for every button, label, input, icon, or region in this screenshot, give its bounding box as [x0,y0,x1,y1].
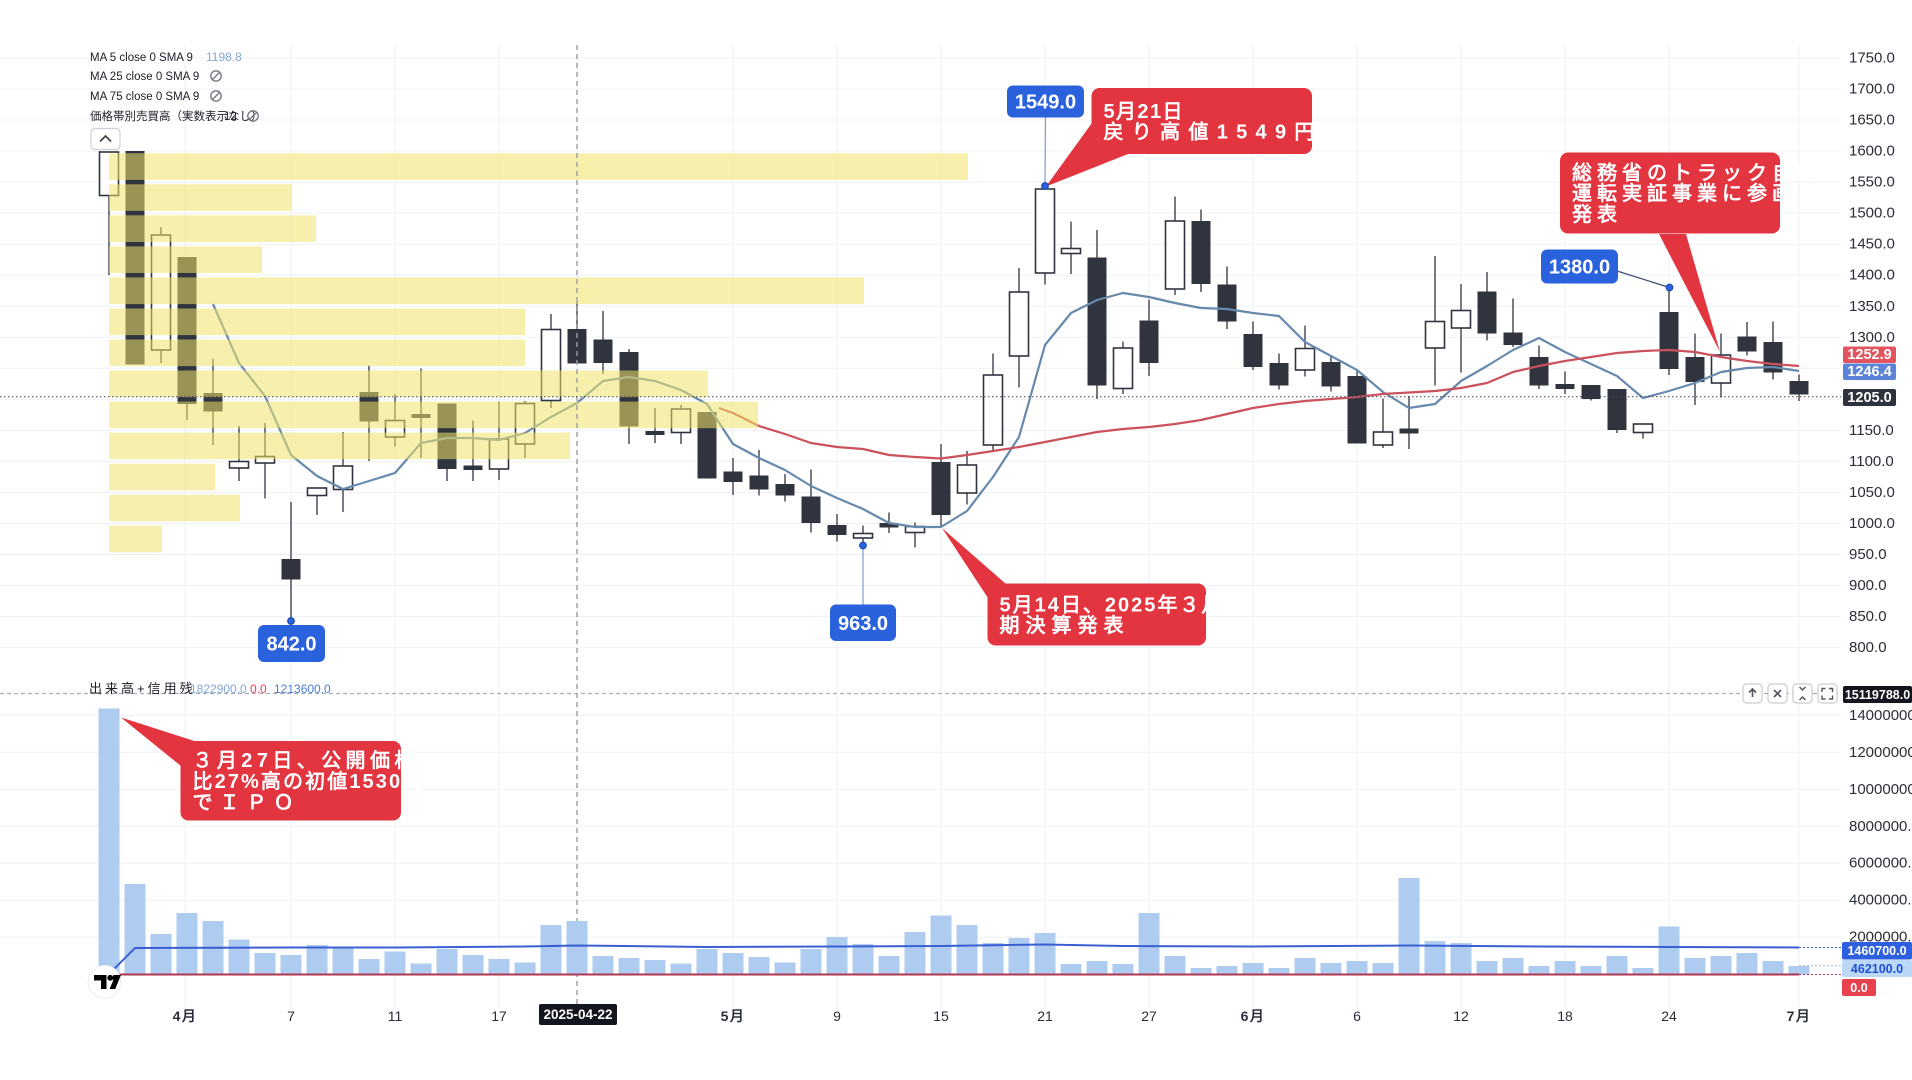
svg-text:でＩＰＯ: でＩＰＯ [193,792,301,814]
svg-text:11: 11 [388,1008,403,1024]
svg-text:800.0: 800.0 [1849,639,1887,656]
svg-text:1549.0: 1549.0 [1015,92,1076,114]
svg-text:MA 75 close 0 SMA 9: MA 75 close 0 SMA 9 [90,91,199,103]
svg-text:15: 15 [933,1008,949,1024]
svg-text:17: 17 [491,1008,507,1024]
svg-text:27: 27 [1141,1008,1157,1024]
svg-text:３月27日、公開価格: ３月27日、公開価格 [193,748,419,772]
svg-text:6: 6 [1353,1008,1361,1024]
svg-text:価格帯別売買高（実数表示なし）: 価格帯別売買高（実数表示なし） [90,109,263,123]
svg-text:1205.0: 1205.0 [1847,390,1891,406]
svg-text:8000000.0: 8000000.0 [1849,818,1912,835]
svg-text:18: 18 [1557,1008,1573,1024]
svg-text:14000000.0: 14000000.0 [1849,707,1912,724]
svg-text:1000.0: 1000.0 [1849,515,1895,532]
svg-text:15119788.0: 15119788.0 [1845,688,1910,702]
svg-text:21: 21 [1037,1008,1053,1024]
svg-text:0.0: 0.0 [250,682,267,696]
svg-text:1550.0: 1550.0 [1849,174,1895,191]
svg-text:1400.0: 1400.0 [1849,267,1895,284]
svg-text:9: 9 [833,1008,841,1024]
svg-text:4000000.0: 4000000.0 [1849,892,1912,909]
svg-text:5月21日: 5月21日 [1104,101,1184,123]
svg-text:1246.4: 1246.4 [1847,364,1891,380]
svg-text:1700.0: 1700.0 [1849,81,1895,98]
svg-text:1460700.0: 1460700.0 [1847,944,1906,958]
svg-text:1600.0: 1600.0 [1849,143,1895,160]
svg-text:2000000.0: 2000000.0 [1849,929,1912,946]
svg-text:950.0: 950.0 [1849,546,1887,563]
svg-text:24: 24 [1661,1008,1677,1024]
svg-text:12: 12 [1453,1008,1469,1024]
svg-text:7: 7 [287,1008,295,1024]
svg-text:5月14日、2025年３月: 5月14日、2025年３月 [1000,592,1224,616]
svg-text:運転実証事業に参画と: 運転実証事業に参画と [1572,181,1822,205]
svg-text:期決算発表: 期決算発表 [1000,613,1130,637]
svg-text:1252.9: 1252.9 [1847,347,1891,363]
svg-text:1050.0: 1050.0 [1849,484,1895,501]
svg-text:5月: 5月 [721,1008,746,1024]
svg-text:963.0: 963.0 [838,613,888,635]
svg-text:7月: 7月 [1787,1008,1812,1024]
svg-text:842.0: 842.0 [266,634,316,656]
svg-text:1198.8: 1198.8 [206,50,242,64]
svg-text:6月: 6月 [1241,1008,1266,1024]
svg-text:比27%高の初値1530円: 比27%高の初値1530円 [193,769,425,793]
svg-text:1750.0: 1750.0 [1849,50,1895,67]
svg-text:6000000.0: 6000000.0 [1849,855,1912,872]
svg-text:1213600.0: 1213600.0 [274,682,331,696]
svg-text:12: 12 [224,111,237,123]
svg-text:4月: 4月 [173,1008,198,1024]
svg-text:10000000.0: 10000000.0 [1849,781,1912,798]
svg-text:1300.0: 1300.0 [1849,329,1895,346]
svg-text:MA 5 close 0 SMA 9: MA 5 close 0 SMA 9 [90,52,193,64]
svg-text:0.0: 0.0 [1850,981,1867,995]
svg-text:900.0: 900.0 [1849,577,1887,594]
svg-text:850.0: 850.0 [1849,608,1887,625]
svg-text:発表: 発表 [1571,202,1622,226]
svg-text:1150.0: 1150.0 [1849,422,1894,439]
svg-text:総務省のトラック自動: 総務省のトラック自動 [1572,160,1822,184]
svg-text:1380.0: 1380.0 [1549,257,1610,279]
svg-text:1450.0: 1450.0 [1849,236,1895,253]
svg-text:1350.0: 1350.0 [1849,298,1895,315]
svg-text:1650.0: 1650.0 [1849,112,1895,129]
svg-text:戻り高値1549円: 戻り高値1549円 [1104,120,1323,144]
svg-text:2025-04-22: 2025-04-22 [543,1007,612,1022]
svg-text:12000000.0: 12000000.0 [1849,744,1912,761]
svg-text:1100.0: 1100.0 [1849,453,1894,470]
svg-text:1500.0: 1500.0 [1849,205,1895,222]
svg-text:出来高+信用残: 出来高+信用残 [89,681,196,696]
svg-text:MA 25 close 0 SMA 9: MA 25 close 0 SMA 9 [90,71,199,83]
svg-text:462100.0: 462100.0 [1851,962,1903,976]
svg-text:1822900.0: 1822900.0 [190,682,247,696]
